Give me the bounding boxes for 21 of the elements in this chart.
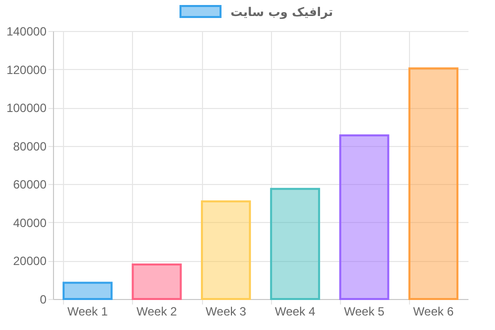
y-tick-label: 20000 bbox=[13, 254, 47, 268]
y-tick-label: 0 bbox=[40, 292, 47, 306]
x-tick-label: Week 2 bbox=[136, 304, 178, 318]
y-tick-label: 80000 bbox=[13, 139, 47, 154]
y-tick-label: 100000 bbox=[6, 101, 47, 116]
bar bbox=[200, 200, 251, 300]
bar bbox=[132, 264, 182, 300]
x-tick-label: Week 1 bbox=[67, 304, 108, 318]
bar bbox=[270, 188, 320, 300]
bar bbox=[62, 282, 113, 300]
x-tick-label: Week 4 bbox=[274, 304, 316, 318]
y-tick-label: 140000 bbox=[6, 24, 47, 38]
x-tick-label: Week 3 bbox=[206, 304, 246, 318]
bar bbox=[339, 134, 390, 300]
x-tick-label: Week 6 bbox=[413, 304, 454, 318]
y-tick-label: 40000 bbox=[13, 216, 47, 230]
bar bbox=[408, 67, 458, 300]
y-tick-label: 120000 bbox=[6, 62, 47, 77]
legend-label: ترافیک وب سایت bbox=[230, 5, 334, 19]
x-tick-label: Week 5 bbox=[344, 304, 385, 318]
y-tick-label: 60000 bbox=[13, 178, 47, 192]
